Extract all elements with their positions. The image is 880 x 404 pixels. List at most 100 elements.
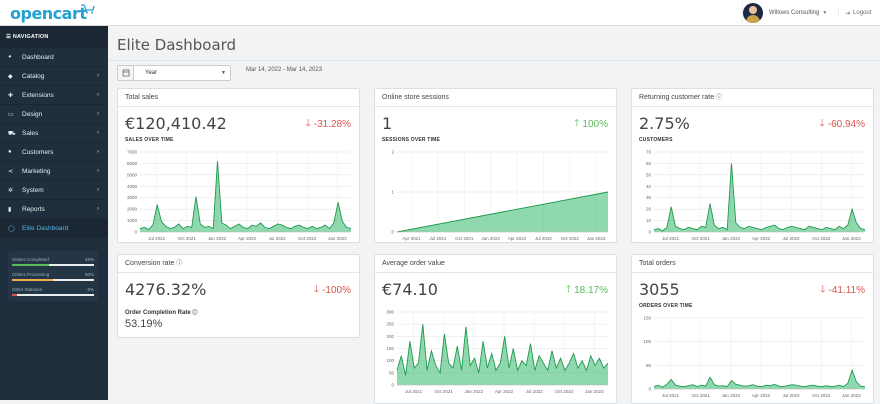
x-tick-label: Jul 2021 xyxy=(148,236,166,241)
y-tick-label: 40 xyxy=(646,184,652,189)
x-tick-label: Apr 2022 xyxy=(752,236,771,241)
series-line xyxy=(139,161,352,231)
x-tick-label: Jul 2022 xyxy=(526,389,544,394)
cart-logo-icon xyxy=(81,4,95,14)
divider xyxy=(108,60,880,61)
customers-chart: 0 10 20 30 40 50 60 70 Jul 2021 Oct 2021 Jan 2022 A… xyxy=(646,150,866,241)
x-tick-label: Oct 2022 xyxy=(298,236,317,241)
dashboard-icon: ◕ xyxy=(8,53,12,60)
order-stat-value: 6% xyxy=(87,287,94,292)
y-tick-label: 300 xyxy=(386,310,394,315)
card-delta: 🡓 -60.94% xyxy=(820,116,865,133)
x-tick-label: Jul 2021 xyxy=(405,389,423,394)
tag-icon: ◆ xyxy=(8,73,13,80)
circle-icon: ◯ xyxy=(8,225,15,232)
total-orders-card: Total orders 3055 🡓 -41.11% ORDERS OVER T… xyxy=(631,254,874,404)
order-completion-text: Order Completion Rate xyxy=(125,310,191,316)
user-menu[interactable]: Willows Consulting ▼ xyxy=(742,2,827,24)
y-tick-label: 100 xyxy=(386,358,394,363)
sidebar-item-catalog[interactable]: ◆ Catalog › xyxy=(0,67,108,86)
x-tick-label: Jul 2021 xyxy=(429,236,447,241)
sidebar-item-marketing[interactable]: ⋖ Marketing › xyxy=(0,162,108,181)
x-tick-label: Apr 2022 xyxy=(508,236,527,241)
card-value: 1 xyxy=(382,114,393,133)
avatar xyxy=(743,3,763,23)
card-delta: 🡑 100% xyxy=(574,116,608,133)
card-title-label: Conversion rate xyxy=(125,260,175,267)
series-line xyxy=(653,368,866,388)
x-tick-label: Jan 2022 xyxy=(465,389,484,394)
logout-button[interactable]: ⇥ Logout xyxy=(838,8,871,18)
y-tick-label: 0 xyxy=(391,230,394,235)
caret-down-icon: ▼ xyxy=(822,10,828,16)
card-value: 2.75% xyxy=(639,114,690,133)
sidebar-item-sales[interactable]: ⛟ Sales › xyxy=(0,124,108,143)
chevron-right-icon: › xyxy=(97,92,99,98)
card-title-label: Returning customer rate xyxy=(639,94,715,101)
x-tick-label: Apr 2022 xyxy=(752,393,771,398)
y-tick-label: 10 xyxy=(646,218,652,223)
card-delta: 🡓 -100% xyxy=(314,282,351,299)
top-bar: opencart Willows Consulting ▼ ⇥ Logout xyxy=(0,0,880,26)
order-stat: Orders Completed 45% xyxy=(12,255,94,270)
sidebar-item-customers[interactable]: ● Customers › xyxy=(0,143,108,162)
sign-out-icon: ⇥ xyxy=(845,10,851,17)
sidebar-item-extensions[interactable]: ✚ Extensions › xyxy=(0,86,108,105)
opencart-logo[interactable]: opencart xyxy=(10,3,100,23)
user-icon: ● xyxy=(8,148,12,155)
card-delta-value: -31.28% xyxy=(313,119,351,130)
arrow-down-icon: 🡓 xyxy=(305,118,311,129)
chevron-right-icon: › xyxy=(97,73,99,79)
conversion-rate-card: Conversion rate ⓘ 4276.32% 🡓 -100% Order … xyxy=(117,254,360,338)
calendar-icon[interactable] xyxy=(118,66,134,80)
arrow-down-icon: 🡓 xyxy=(819,118,825,129)
card-delta-value: 18.17% xyxy=(574,285,608,296)
online-sessions-card: Online store sessions 1 🡑 100% SESSIONS O… xyxy=(374,88,617,243)
arrow-up-icon: 🡑 xyxy=(565,284,572,295)
card-title: Average order value xyxy=(375,255,616,273)
card-value: 4276.32% xyxy=(125,280,207,299)
x-tick-label: Oct 2021 xyxy=(435,389,454,394)
order-stats-panel: Orders Completed 45% Orders Processing 50% O… xyxy=(8,251,98,301)
sidebar-item-label: Extensions xyxy=(22,91,54,99)
page-title: Elite Dashboard xyxy=(117,36,237,54)
y-tick-label: 50 xyxy=(646,363,652,368)
x-tick-label: Oct 2022 xyxy=(561,236,580,241)
info-icon[interactable]: ⓘ xyxy=(716,95,723,101)
chevron-right-icon: › xyxy=(97,130,99,136)
total-sales-card: Total sales €120,410.42 🡓 -31.28% SALES O… xyxy=(117,88,360,243)
card-delta-value: -100% xyxy=(322,285,351,296)
sidebar-item-design[interactable]: ▭ Design › xyxy=(0,105,108,124)
series-line xyxy=(653,163,866,232)
menu-icon: ☰ xyxy=(6,34,13,40)
period-select[interactable]: Year ▼ xyxy=(117,65,231,81)
cart-icon: ⛟ xyxy=(8,130,16,137)
sidebar-item-system[interactable]: ✲ System › xyxy=(0,181,108,200)
logo-text: opencart xyxy=(10,4,87,23)
sidebar-item-label: Catalog xyxy=(22,72,45,80)
orders-chart: 0 50 100 150 Jul 2021 Oct 2021 Jan 2022 Apr 202… xyxy=(643,316,866,398)
share-icon: ⋖ xyxy=(8,168,14,175)
sidebar-item-label: Sales xyxy=(22,129,39,137)
card-value: €74.10 xyxy=(382,280,438,299)
y-tick-label: 150 xyxy=(386,346,394,351)
sales-chart: 0 1000 2000 3000 4000 5000 6000 7000 Jul 2021 Oct… xyxy=(127,150,352,241)
arrow-down-icon: 🡓 xyxy=(313,284,320,295)
x-tick-label: Jan 2023 xyxy=(328,236,347,241)
chevron-down-icon: ▼ xyxy=(221,70,226,76)
y-tick-label: 3000 xyxy=(127,195,138,200)
card-title: Total orders xyxy=(632,255,873,273)
info-icon[interactable]: ⓘ xyxy=(176,261,183,267)
sidebar-item-dashboard[interactable]: ◕ Dashboard xyxy=(0,48,108,67)
y-tick-label: 0 xyxy=(648,230,651,235)
sidebar-item-reports[interactable]: ▮ Reports › xyxy=(0,200,108,219)
sidebar: ☰ NAVIGATION ◕ Dashboard ◆ Catalog › ✚ Extensi… xyxy=(0,26,108,400)
nav-list: ◕ Dashboard ◆ Catalog › ✚ Extensions › ▭ Design › ⛟… xyxy=(0,48,108,238)
info-icon[interactable]: ⓘ xyxy=(192,310,198,316)
sidebar-item-elite-dashboard[interactable]: ◯ Elite Dashboard xyxy=(0,219,108,238)
navigation-heading[interactable]: ☰ NAVIGATION xyxy=(0,26,108,48)
chevron-right-icon: › xyxy=(97,149,99,155)
x-tick-label: Apr 2022 xyxy=(495,389,514,394)
order-stat-bar xyxy=(12,294,94,296)
sessions-chart: 0 1 2 Apr 2021 Jul 2021 Oct 2021 Jan 2022 Apr 2… xyxy=(391,150,609,241)
